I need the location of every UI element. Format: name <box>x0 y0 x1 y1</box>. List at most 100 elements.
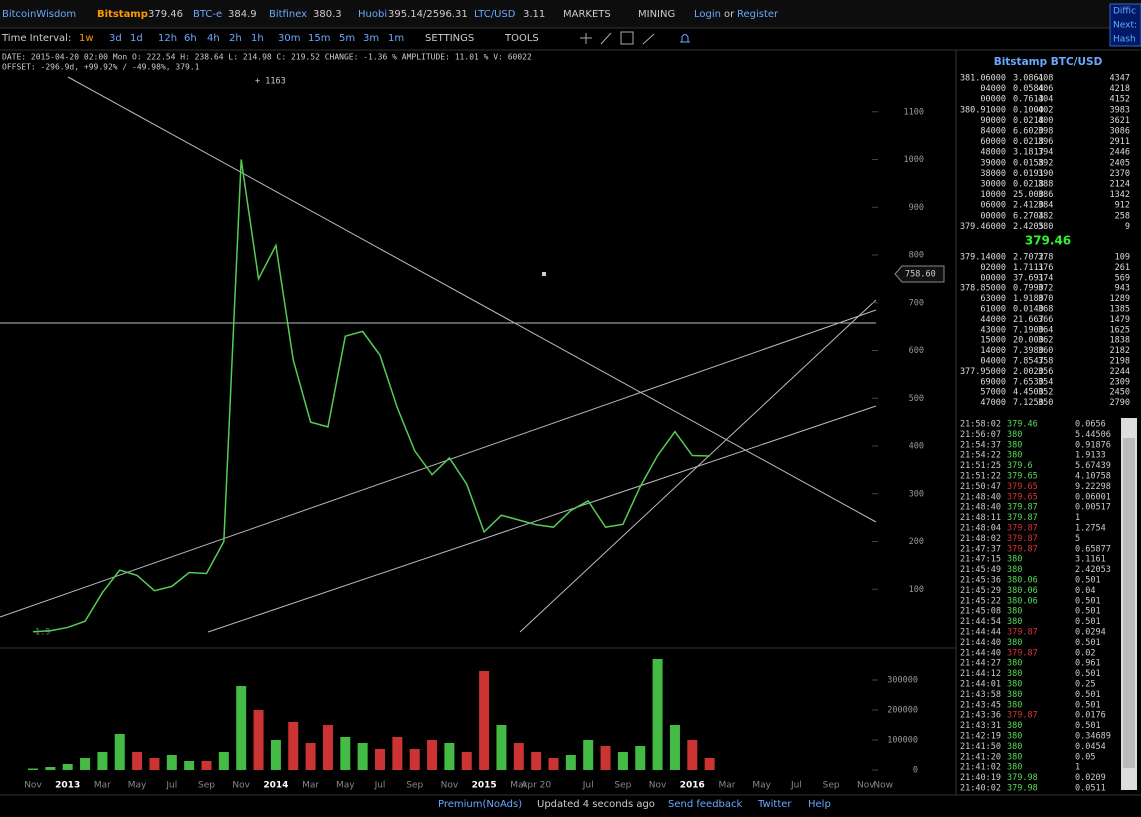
side-box <box>1109 3 1141 47</box>
ob-price: 06000 <box>980 201 1006 211</box>
ob-price: 00000 <box>980 273 1006 283</box>
ob-level: 380 <box>1038 222 1053 232</box>
trade-time: 21:45:36 <box>960 576 1001 586</box>
ob-total: 1838 <box>1110 336 1130 346</box>
interval[interactable]: 3d <box>109 33 122 44</box>
icon[interactable] <box>620 31 634 45</box>
market[interactable]: Bitstamp <box>97 9 148 20</box>
volume-bar <box>149 758 160 770</box>
ob-level: 400 <box>1038 116 1053 126</box>
volume-bar <box>600 746 611 770</box>
trade-time: 21:44:54 <box>960 617 1001 627</box>
ob-total: 4152 <box>1110 95 1130 105</box>
trade-time: 21:41:50 <box>960 742 1001 752</box>
icon[interactable] <box>642 33 655 45</box>
trade-price: 380 <box>1007 763 1022 773</box>
interval[interactable]: 5m <box>339 33 355 44</box>
trade-amount: 0.501 <box>1075 617 1101 627</box>
interval[interactable]: 1w <box>79 33 94 44</box>
volume-bar <box>531 752 542 770</box>
interval[interactable]: 30m <box>278 33 300 44</box>
scrollbar-thumb[interactable] <box>1123 438 1135 768</box>
ob-level: 358 <box>1038 357 1053 367</box>
trade-time: 21:45:22 <box>960 596 1001 606</box>
interval[interactable]: 12h <box>158 33 177 44</box>
footer-item[interactable]: Premium(NoAds) <box>438 799 522 810</box>
ob-price: 04000 <box>980 84 1006 94</box>
interval[interactable]: 15m <box>308 33 330 44</box>
ob-level: 408 <box>1038 74 1053 84</box>
volume-bar <box>62 764 73 770</box>
icon[interactable] <box>680 34 690 43</box>
interval[interactable]: 4h <box>207 33 220 44</box>
trade-time: 21:40:02 <box>960 784 1001 794</box>
x-tick-label: 2016 <box>680 781 705 791</box>
trade-amount: 0.91876 <box>1075 440 1111 450</box>
info-line: DATE: 2015-04-20 02:00 Mon O: 222.54 H: … <box>2 53 532 62</box>
trade-price: 380 <box>1007 680 1022 690</box>
interval[interactable]: 2h <box>229 33 242 44</box>
menu[interactable]: MARKETS <box>563 9 611 20</box>
logo[interactable]: BitcoinWisdom <box>2 9 76 20</box>
ob-total: 258 <box>1115 211 1130 221</box>
y-tick-label: 900 <box>909 203 924 213</box>
trade-amount: 0.501 <box>1075 721 1101 731</box>
trade-time: 21:44:44 <box>960 628 1001 638</box>
icon[interactable] <box>600 32 612 45</box>
market[interactable]: Huobi <box>358 9 387 20</box>
interval[interactable]: 6h <box>184 33 197 44</box>
login-link[interactable]: Login <box>694 9 721 20</box>
ob-total: 1479 <box>1110 315 1130 325</box>
ob-level: 360 <box>1038 346 1053 356</box>
trade-amount: 0.0656 <box>1075 420 1106 430</box>
market-price: 3.11 <box>523 9 545 20</box>
y2-tick-label: 200000 <box>887 706 918 716</box>
market[interactable]: LTC/USD <box>474 9 516 20</box>
x-tick-label: Apr 20 <box>521 781 551 791</box>
trade-amount: 0.65877 <box>1075 544 1111 554</box>
trade-amount: 1.2754 <box>1075 524 1106 534</box>
ob-level: 394 <box>1038 148 1053 158</box>
x-tick-label: Jul <box>374 781 386 791</box>
trade-time: 21:45:49 <box>960 565 1001 575</box>
register-link[interactable]: Register <box>737 9 779 20</box>
trade-price: 379.6 <box>1007 461 1033 471</box>
interval[interactable]: 1h <box>251 33 264 44</box>
footer-item[interactable]: Help <box>808 799 831 810</box>
footer-item[interactable]: Twitter <box>757 799 792 810</box>
x-tick-label: Sep <box>198 781 215 791</box>
ob-price: 38000 <box>980 169 1006 179</box>
trade-amount: 0.25 <box>1075 680 1095 690</box>
cursor-dot <box>542 272 546 276</box>
interval[interactable]: 1m <box>388 33 404 44</box>
menu[interactable]: MINING <box>638 9 675 20</box>
interval[interactable]: 1d <box>130 33 143 44</box>
trade-price: 380 <box>1007 700 1022 710</box>
market[interactable]: Bitfinex <box>269 9 307 20</box>
trade-amount: 1 <box>1075 763 1080 773</box>
tools-menu[interactable]: TOOLS <box>504 33 539 44</box>
volume-bar <box>565 755 576 770</box>
price-line <box>32 159 710 633</box>
ob-amount: 7.8547 <box>1013 357 1044 367</box>
ob-total: 9 <box>1125 222 1130 232</box>
top-bar <box>0 0 1141 28</box>
ob-amount: 7.6530 <box>1013 377 1044 387</box>
ob-total: 2309 <box>1110 377 1130 387</box>
ob-total: 2790 <box>1110 398 1130 408</box>
ob-price: 378.85000 <box>960 284 1006 294</box>
ob-total: 1342 <box>1110 190 1130 200</box>
market[interactable]: BTC-e <box>193 9 222 20</box>
interval[interactable]: 3m <box>363 33 379 44</box>
ob-total: 261 <box>1115 263 1130 273</box>
ob-total: 569 <box>1115 273 1130 283</box>
footer-item[interactable]: Send feedback <box>668 799 743 810</box>
settings-menu[interactable]: SETTINGS <box>425 33 474 44</box>
y-tick-label: 1000 <box>904 155 924 165</box>
ob-price: 60000 <box>980 137 1006 147</box>
side-label: Hash <box>1113 35 1136 45</box>
trade-amount: 0.0176 <box>1075 711 1106 721</box>
ob-amount: 25.000 <box>1013 190 1044 200</box>
trade-amount: 3.1161 <box>1075 555 1106 565</box>
